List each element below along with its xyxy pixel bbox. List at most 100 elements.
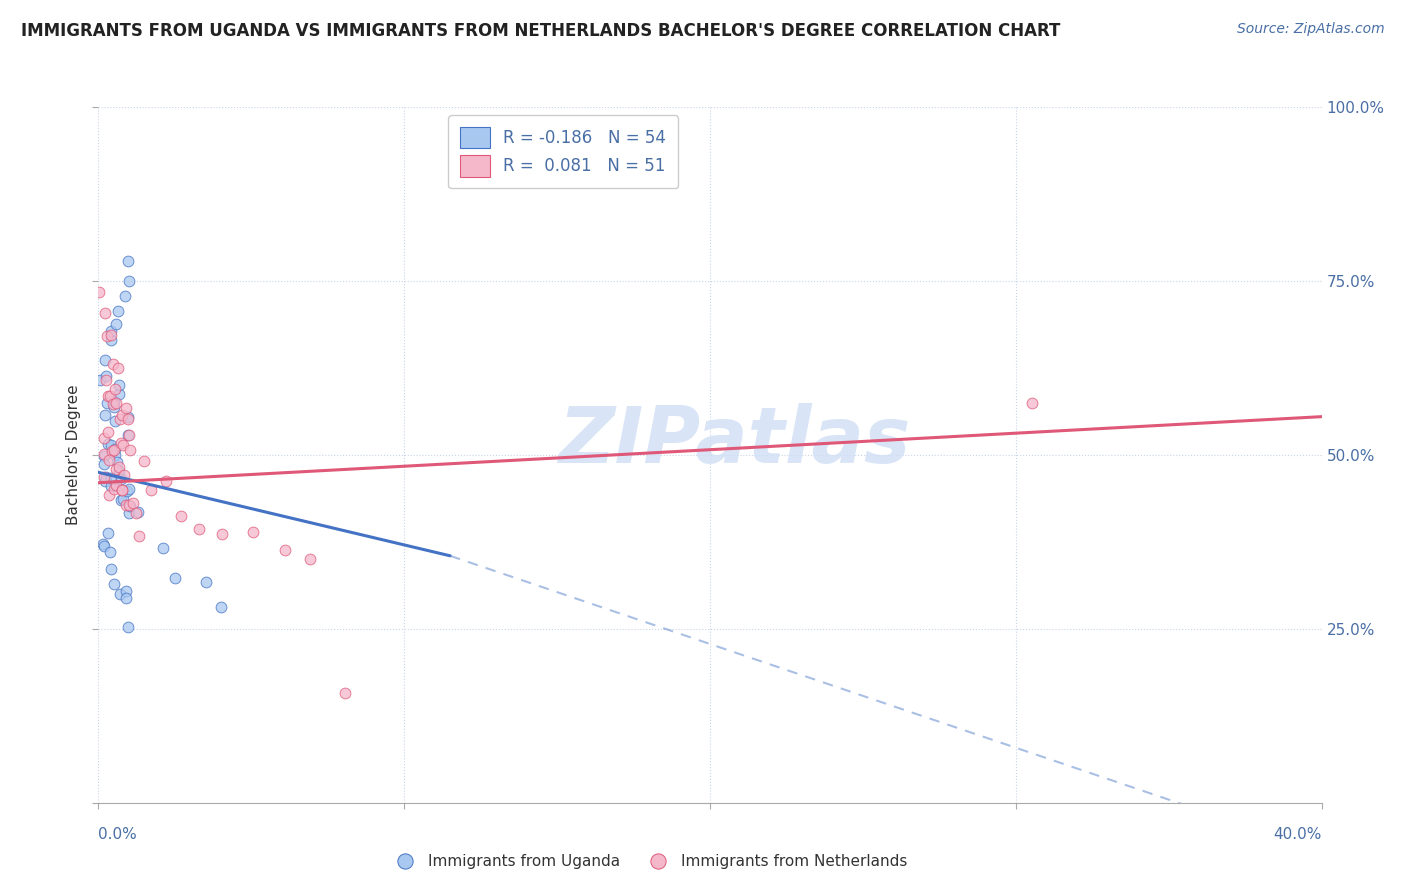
Point xyxy=(194,575,217,590)
Point xyxy=(112,438,135,452)
Point xyxy=(273,542,295,557)
Point xyxy=(103,482,125,496)
Point xyxy=(100,327,122,342)
Point xyxy=(105,477,128,491)
Point xyxy=(242,524,264,539)
Point xyxy=(93,539,115,553)
Point xyxy=(110,492,132,507)
Point xyxy=(103,400,125,414)
Text: 0.0%: 0.0% xyxy=(98,827,138,841)
Point xyxy=(155,474,177,488)
Point xyxy=(299,552,322,566)
Point xyxy=(139,483,162,497)
Point xyxy=(93,447,115,461)
Point xyxy=(105,455,128,469)
Point xyxy=(108,412,131,426)
Point xyxy=(100,479,122,493)
Point xyxy=(110,472,132,486)
Point xyxy=(118,498,141,512)
Point xyxy=(117,620,139,634)
Point xyxy=(104,317,127,331)
Point xyxy=(94,353,117,368)
Point xyxy=(115,591,138,605)
Point xyxy=(101,397,124,411)
Point xyxy=(108,377,131,392)
Point xyxy=(104,461,127,475)
Point xyxy=(118,482,141,496)
Point xyxy=(111,483,134,497)
Point xyxy=(93,458,115,472)
Point xyxy=(117,253,139,268)
Text: 40.0%: 40.0% xyxy=(1274,827,1322,841)
Point xyxy=(111,492,134,507)
Point xyxy=(97,526,120,541)
Point xyxy=(101,357,124,371)
Point xyxy=(118,499,141,513)
Point xyxy=(107,304,129,318)
Point xyxy=(97,389,120,403)
Point xyxy=(110,587,132,601)
Legend: Immigrants from Uganda, Immigrants from Netherlands: Immigrants from Uganda, Immigrants from … xyxy=(384,848,914,875)
Point xyxy=(117,412,139,426)
Text: Source: ZipAtlas.com: Source: ZipAtlas.com xyxy=(1237,22,1385,37)
Point xyxy=(211,527,233,541)
Point xyxy=(100,471,122,485)
Point xyxy=(93,449,115,463)
Point xyxy=(108,460,131,475)
Point xyxy=(115,583,138,598)
Point xyxy=(103,393,125,408)
Point xyxy=(125,506,148,520)
Point xyxy=(122,495,145,509)
Point xyxy=(94,306,117,320)
Text: IMMIGRANTS FROM UGANDA VS IMMIGRANTS FROM NETHERLANDS BACHELOR'S DEGREE CORRELAT: IMMIGRANTS FROM UGANDA VS IMMIGRANTS FRO… xyxy=(21,22,1060,40)
Point xyxy=(127,505,149,519)
Point xyxy=(117,409,139,424)
Point xyxy=(97,425,120,440)
Point xyxy=(103,443,125,458)
Point xyxy=(115,498,138,512)
Point xyxy=(128,528,150,542)
Point xyxy=(152,541,174,556)
Point xyxy=(100,324,122,338)
Point xyxy=(118,428,141,442)
Point xyxy=(98,545,121,559)
Point xyxy=(94,373,117,387)
Point xyxy=(117,274,139,288)
Point xyxy=(110,483,132,498)
Point xyxy=(96,329,118,343)
Point xyxy=(100,333,122,347)
Y-axis label: Bachelor's Degree: Bachelor's Degree xyxy=(66,384,82,525)
Point xyxy=(111,408,134,422)
Text: ZIPatlas: ZIPatlas xyxy=(558,403,911,479)
Point xyxy=(1021,396,1043,410)
Point xyxy=(96,369,118,384)
Point xyxy=(96,396,118,410)
Point xyxy=(132,453,155,467)
Point xyxy=(165,571,187,585)
Point xyxy=(118,443,141,458)
Point xyxy=(104,382,127,396)
Point xyxy=(103,577,125,591)
Point xyxy=(97,437,120,451)
Point xyxy=(108,464,131,478)
Point xyxy=(114,401,136,415)
Point xyxy=(96,469,118,483)
Point xyxy=(94,408,117,422)
Point xyxy=(87,285,110,300)
Point xyxy=(104,448,127,462)
Point xyxy=(93,469,115,483)
Point xyxy=(110,435,132,450)
Point xyxy=(100,444,122,458)
Point xyxy=(117,427,139,442)
Point xyxy=(118,506,141,520)
Point xyxy=(100,438,122,452)
Point xyxy=(188,522,211,536)
Point xyxy=(100,562,122,576)
Point xyxy=(93,474,115,488)
Point xyxy=(108,386,131,401)
Point xyxy=(98,488,121,502)
Point xyxy=(97,452,120,467)
Point xyxy=(104,442,127,456)
Point xyxy=(89,373,111,387)
Point xyxy=(91,537,114,551)
